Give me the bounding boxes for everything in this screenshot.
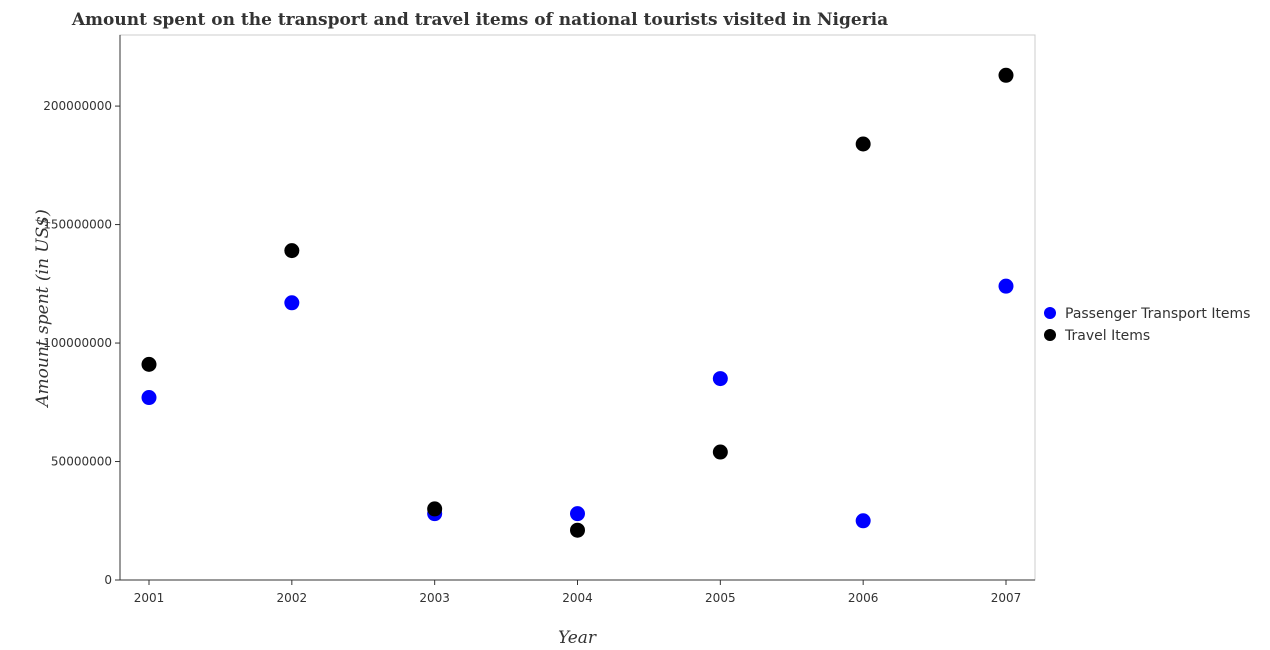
x-tick-label: 2005 (705, 591, 736, 605)
data-point (712, 444, 728, 460)
y-axis-label: Amount spent (in US$) (33, 209, 53, 408)
legend: Passenger Transport Items Travel Items (1044, 306, 1250, 344)
x-tick-label: 2004 (562, 591, 593, 605)
y-tick-label: 150000000 (43, 218, 112, 232)
data-point (998, 278, 1014, 294)
data-point (141, 390, 157, 406)
chart-title: Amount spent on the transport and travel… (71, 10, 888, 30)
data-point (998, 67, 1014, 83)
data-point (855, 513, 871, 529)
x-tick-label: 2001 (134, 591, 165, 605)
data-point (284, 243, 300, 259)
y-tick-label: 0 (104, 573, 112, 587)
x-ticks: 2001 2002 2003 2004 2005 2006 2007 (134, 580, 1022, 605)
x-tick-label: 2002 (277, 591, 308, 605)
data-point (855, 136, 871, 152)
legend-marker (1044, 307, 1056, 319)
data-point (284, 295, 300, 311)
x-axis-label: Year (558, 628, 597, 648)
legend-label: Travel Items (1064, 328, 1150, 344)
plot-area (119, 34, 1036, 581)
y-tick-label: 200000000 (43, 99, 112, 113)
data-point (427, 501, 443, 517)
y-tick-label: 50000000 (51, 455, 112, 469)
series-travel-items (141, 67, 1014, 538)
y-ticks: 0 50000000 100000000 150000000 200000000 (43, 99, 120, 587)
data-point (570, 506, 585, 522)
data-point (712, 371, 728, 387)
x-tick-label: 2003 (419, 591, 450, 605)
series-passenger-transport-items (141, 278, 1014, 529)
data-point (570, 522, 585, 538)
data-point (141, 356, 157, 372)
x-tick-label: 2006 (848, 591, 879, 605)
x-tick-label: 2007 (991, 591, 1022, 605)
legend-marker (1044, 329, 1056, 341)
data-points (141, 67, 1014, 538)
y-tick-label: 100000000 (43, 336, 112, 350)
legend-label: Passenger Transport Items (1065, 306, 1250, 322)
